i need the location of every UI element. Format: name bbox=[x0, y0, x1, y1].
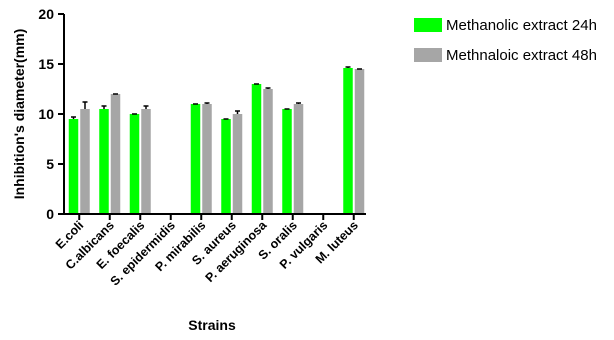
bar bbox=[232, 114, 243, 214]
bar bbox=[141, 109, 151, 214]
bar bbox=[263, 89, 273, 214]
bar bbox=[202, 104, 212, 214]
y-ticks: 0 5 10 15 20 bbox=[38, 6, 64, 222]
bars-layer bbox=[68, 68, 365, 214]
legend: Methanolic extract 24h Methnaloic extrac… bbox=[414, 14, 597, 74]
bar bbox=[190, 104, 201, 214]
bar bbox=[80, 109, 90, 214]
y-tick-label: 20 bbox=[38, 6, 54, 22]
bar bbox=[293, 104, 304, 214]
legend-label-48h: Methnaloic extract 48h bbox=[446, 46, 597, 64]
bar bbox=[110, 94, 121, 214]
legend-swatch-48h bbox=[414, 48, 442, 62]
x-axis-label: Strains bbox=[188, 317, 236, 333]
legend-label-24h: Methanolic extract 24h bbox=[446, 16, 597, 34]
bar bbox=[354, 69, 365, 214]
y-tick-label: 15 bbox=[38, 56, 54, 72]
bar bbox=[282, 109, 292, 214]
bar bbox=[251, 84, 262, 214]
error-bars-layer bbox=[71, 66, 362, 120]
bar bbox=[68, 119, 79, 214]
y-tick-label: 5 bbox=[46, 156, 54, 172]
bar bbox=[343, 68, 353, 214]
y-axis-label: Inhibition's diameter(mm) bbox=[11, 29, 27, 200]
bar bbox=[129, 114, 140, 214]
legend-swatch-24h bbox=[414, 18, 442, 32]
bar bbox=[99, 109, 109, 214]
y-tick-label: 0 bbox=[46, 206, 54, 222]
y-tick-label: 10 bbox=[38, 106, 54, 122]
legend-item: Methnaloic extract 48h bbox=[414, 44, 597, 66]
bar bbox=[221, 119, 231, 214]
legend-item: Methanolic extract 24h bbox=[414, 14, 597, 36]
